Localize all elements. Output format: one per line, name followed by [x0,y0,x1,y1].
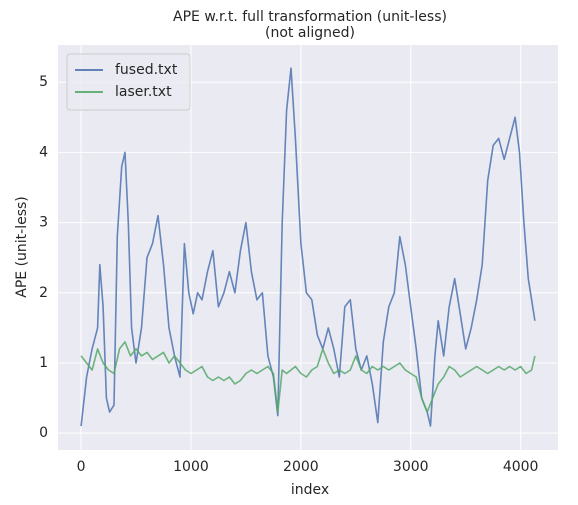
legend-box [66,53,191,111]
y-tick-label: 5 [39,74,48,90]
chart-title: APE w.r.t. full transformation (unit-les… [173,9,447,25]
plot-area [58,45,558,450]
legend-label: laser.txt [115,84,172,100]
chart-subtitle: (not aligned) [265,25,355,41]
legend: fused.txt laser.txt [66,53,191,111]
y-tick-label: 2 [39,285,48,301]
y-tick-label: 1 [39,355,48,371]
series-line [80,67,536,427]
y-tick-label: 3 [39,215,48,231]
x-tick-label: 2000 [283,459,319,475]
y-tick-label: 4 [39,144,48,160]
y-tick-label: 0 [39,425,48,441]
series-line [80,341,536,413]
x-tick-label: 1000 [173,459,209,475]
x-axis-label: index [291,482,329,498]
x-tick-label: 3000 [393,459,429,475]
x-tick-label: 0 [77,459,86,475]
legend-label: fused.txt [115,62,178,78]
y-axis-label: APE (unit-less) [14,196,30,298]
x-tick-label: 4000 [503,459,539,475]
